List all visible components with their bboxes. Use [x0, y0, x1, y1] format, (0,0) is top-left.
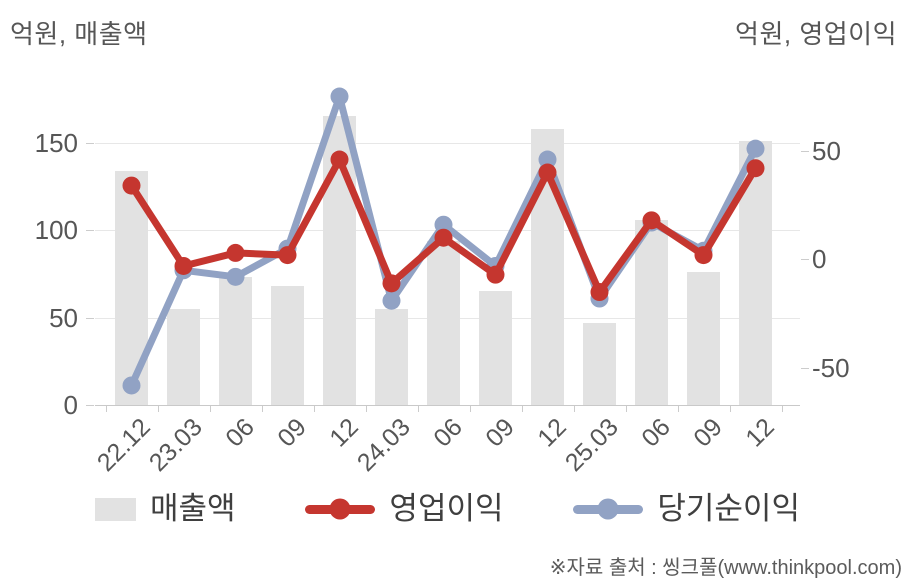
- net-profit-marker: [538, 150, 557, 169]
- revenue-bar: [635, 219, 668, 405]
- x-axis-tick-mark: [729, 406, 731, 412]
- operating-profit-marker: [746, 159, 765, 178]
- revenue-bar: [271, 286, 304, 405]
- left-axis-tick-mark: [86, 230, 94, 231]
- revenue-bar: [687, 272, 720, 405]
- x-axis-tick-mark: [157, 406, 159, 412]
- operating-profit-marker: [278, 246, 297, 265]
- net-profit-marker: [226, 267, 245, 286]
- net-profit-marker: [330, 87, 349, 106]
- net-profit-marker: [122, 376, 141, 395]
- x-axis-category-label: 06: [427, 413, 468, 453]
- revenue-bar: [583, 322, 616, 405]
- right-axis-tick-label: 50: [812, 135, 841, 166]
- left-axis-tick-label: 0: [63, 390, 78, 420]
- x-axis-tick-mark: [781, 406, 783, 412]
- x-axis-category-label: 12: [739, 413, 780, 453]
- net-profit-marker: [434, 215, 453, 234]
- operating-profit-marker: [694, 246, 713, 265]
- legend-item-operating-profit[interactable]: 영업이익: [305, 491, 504, 526]
- operating-profit-marker: [486, 265, 505, 284]
- legend-label-operating-profit: 영업이익: [389, 491, 504, 526]
- right-axis-title: 억원, 영업이익: [735, 19, 897, 49]
- right-axis-tick-label: -50: [812, 353, 850, 384]
- right-axis-tick-mark: [801, 368, 809, 370]
- x-axis-tick-mark: [105, 406, 107, 412]
- x-axis-category-label: 25.03: [559, 413, 624, 478]
- source-note: ※자료 출처 : 씽크풀(www.thinkpool.com): [549, 557, 902, 579]
- x-axis-category-label: 09: [687, 413, 728, 453]
- operating-profit-marker: [122, 176, 141, 195]
- x-axis-tick-mark: [365, 406, 367, 412]
- x-axis-tick-mark: [469, 406, 471, 412]
- operating-profit-marker: [538, 163, 557, 182]
- left-axis-title: 억원, 매출액: [10, 19, 148, 49]
- operating-profit-marker: [642, 211, 661, 230]
- x-axis-category-label: 06: [635, 413, 676, 453]
- x-axis-category-label: 23.03: [143, 413, 208, 478]
- x-axis-category-label: 12: [323, 413, 364, 453]
- x-axis-tick-mark: [625, 406, 627, 412]
- x-axis-tick-mark: [677, 406, 679, 412]
- revenue-bar: [167, 308, 200, 405]
- revenue-bar: [427, 240, 460, 405]
- left-axis-tick-mark: [86, 405, 94, 406]
- operating-profit-marker: [226, 243, 245, 262]
- left-axis-tick-label: 100: [34, 215, 78, 245]
- line-series-layer: [122, 87, 765, 395]
- left-axis-tick-label: 150: [34, 127, 78, 158]
- operating-profit-marker: [382, 274, 401, 293]
- left-axis-tick-mark: [86, 142, 94, 144]
- operating-profit-marker: [330, 150, 349, 169]
- left-axis-tick-label: 50: [49, 302, 78, 333]
- operating-profit-marker: [174, 256, 193, 275]
- x-axis-tick-mark: [261, 406, 263, 412]
- x-axis-category-label: 22.12: [91, 413, 156, 478]
- x-axis-category-label: 09: [271, 413, 312, 453]
- net-profit-marker: [746, 139, 765, 158]
- x-axis-category-label: 12: [531, 413, 572, 453]
- revenue-bar: [375, 308, 408, 405]
- legend-item-net-profit[interactable]: 당기순이익: [573, 492, 800, 526]
- legend-label-revenue: 매출액: [150, 491, 236, 526]
- x-axis-line: [95, 405, 800, 406]
- operating-profit-line-icon: [305, 498, 376, 520]
- x-axis-category-label: 09: [479, 413, 520, 453]
- gridline: [95, 142, 800, 144]
- x-axis-tick-mark: [417, 406, 419, 412]
- operating-profit-marker: [434, 228, 453, 247]
- right-axis-tick-mark: [801, 150, 809, 152]
- x-axis-category-label: 06: [219, 413, 260, 453]
- net-profit-marker: [382, 291, 401, 310]
- net-profit-line-icon: [573, 498, 644, 520]
- x-axis-tick-mark: [209, 406, 211, 412]
- x-axis-tick-mark: [521, 406, 523, 412]
- revenue-swatch-icon: [95, 497, 136, 521]
- legend-label-net-profit: 당기순이익: [657, 491, 800, 526]
- chart-legend: 매출액 영업이익 당기순이익: [95, 492, 800, 526]
- x-axis-tick-mark: [573, 406, 575, 412]
- left-axis-tick-mark: [86, 317, 94, 319]
- legend-item-revenue[interactable]: 매출액: [95, 492, 236, 526]
- right-axis-tick-label: 0: [812, 244, 827, 275]
- right-axis-tick-mark: [801, 259, 809, 261]
- operating-profit-marker: [590, 283, 609, 302]
- x-axis-category-label: 24.03: [351, 413, 416, 478]
- revenue-bar: [219, 277, 252, 405]
- revenue-bar: [479, 291, 512, 405]
- x-axis-tick-mark: [313, 406, 315, 412]
